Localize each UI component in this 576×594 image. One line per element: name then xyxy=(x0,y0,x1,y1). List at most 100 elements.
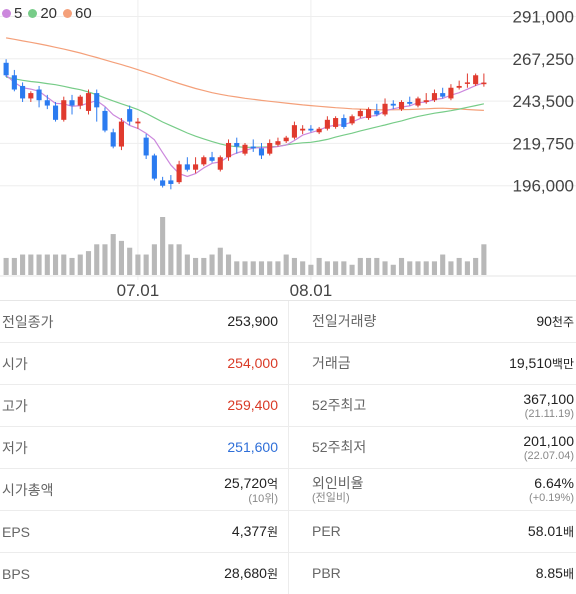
stat-label: PBR xyxy=(288,552,452,594)
stat-label-text: 52주최저 xyxy=(312,439,367,455)
stat-value: 25,720억 (10위) xyxy=(142,468,289,511)
volume-bar xyxy=(366,257,372,275)
candle-body xyxy=(225,142,232,158)
stat-label: BPS xyxy=(0,552,142,594)
y-tick-label: 243,500 xyxy=(513,92,574,111)
candle-body xyxy=(143,137,149,156)
volume-bar xyxy=(283,254,289,275)
candle-body xyxy=(61,100,67,120)
stat-label: 저가 xyxy=(0,426,142,469)
stat-number: 251,600 xyxy=(227,439,278,455)
volume-bar xyxy=(316,257,322,275)
stat-label: 시가 xyxy=(0,342,142,385)
volume-bar xyxy=(184,254,190,275)
candle-body xyxy=(431,93,438,101)
volume-bar xyxy=(85,251,92,275)
legend-dot-ma60 xyxy=(63,9,73,18)
volume-bar xyxy=(357,257,363,275)
volume-bar xyxy=(481,244,487,275)
legend-label-ma60: 60 xyxy=(75,5,92,22)
legend-label-ma20: 20 xyxy=(40,5,58,22)
volume-bar xyxy=(250,261,256,275)
volume-bar xyxy=(415,261,421,275)
candle-body xyxy=(398,102,405,110)
stat-label-text: PER xyxy=(312,523,341,539)
volume-bar xyxy=(374,257,380,275)
stats-row: EPS 4,377원 PER 58.01배 xyxy=(0,510,576,553)
stat-label: 거래금 xyxy=(288,342,452,385)
volume-bar xyxy=(300,261,306,275)
x-tick-label: 08.01 xyxy=(290,281,333,300)
stat-number: 367,100 xyxy=(523,391,574,407)
candle-body xyxy=(440,93,446,97)
candle-body xyxy=(382,103,388,115)
legend-dot-ma5 xyxy=(2,9,11,18)
stat-value: 367,100 (21.11.19) xyxy=(452,384,576,427)
ma5-line xyxy=(5,74,485,178)
volume-bar xyxy=(431,261,438,275)
stat-number: 28,680 xyxy=(224,564,267,581)
stat-number: 8.85 xyxy=(535,564,563,581)
volume-bar xyxy=(217,247,223,275)
stat-label-text: 거래금 xyxy=(312,355,351,371)
candle-body xyxy=(341,118,347,127)
volume-bar xyxy=(267,261,273,275)
volume-bar xyxy=(135,254,141,275)
volume-bar xyxy=(258,261,265,275)
volume-bar xyxy=(333,261,339,275)
volume-bar xyxy=(423,261,429,275)
stat-value: 259,400 xyxy=(142,384,289,427)
volume-bar xyxy=(102,244,108,275)
candle-body xyxy=(234,142,240,147)
stock-chart[interactable]: 291,000 267,250 243,500 219,750 196,000 07.01… xyxy=(0,0,576,300)
candle-body xyxy=(94,93,100,108)
volume-bar xyxy=(3,257,9,275)
stats-row: 고가 259,400 52주최고 367,100 (21.11.19) xyxy=(0,384,576,427)
volume-bar xyxy=(127,247,133,275)
candle-body xyxy=(69,100,75,106)
volume-bar xyxy=(201,257,207,275)
volume-bar xyxy=(11,257,17,275)
volume-bar xyxy=(234,261,240,275)
volume-bar xyxy=(390,264,396,275)
volume-bar xyxy=(168,244,174,275)
stat-value: 251,600 xyxy=(142,426,289,469)
volume-bar xyxy=(456,257,462,275)
stat-value: 90천주 xyxy=(452,300,576,343)
volume-bar xyxy=(151,244,157,275)
candle-body xyxy=(168,180,174,184)
volume-bar xyxy=(176,244,182,275)
legend-item-ma20: 20 xyxy=(28,5,57,22)
candle-body xyxy=(44,100,50,106)
stat-label: 52주최저 xyxy=(288,426,452,469)
stat-value: 253,900 xyxy=(142,300,289,343)
volume-bar xyxy=(160,217,166,275)
chart-canvas[interactable]: 291,000 267,250 243,500 219,750 196,000 07.01… xyxy=(0,0,576,300)
stat-label-text: 외인비율 xyxy=(312,475,364,491)
candle-body xyxy=(300,128,306,131)
stat-subvalue: (+0.19%) xyxy=(529,492,574,504)
stat-subvalue: (22.07.04) xyxy=(523,450,574,462)
stat-unit: 원 xyxy=(266,566,278,581)
volume-bar xyxy=(209,254,215,275)
volume-bar xyxy=(143,254,149,275)
stat-label-text: 전일거래량 xyxy=(312,313,377,329)
candle-body xyxy=(258,148,265,156)
candle-body xyxy=(415,98,421,106)
candle-body xyxy=(481,82,487,85)
stat-unit: 배 xyxy=(562,524,574,539)
stat-label: 고가 xyxy=(0,384,142,427)
candle-body xyxy=(217,157,223,170)
stat-number: 253,900 xyxy=(227,313,278,329)
candle-body xyxy=(11,75,17,90)
candle-body xyxy=(316,128,322,133)
candle-body xyxy=(52,105,59,120)
volume-bar xyxy=(20,254,26,275)
stat-number: 4,377 xyxy=(231,522,267,539)
stat-unit: 백만 xyxy=(551,356,574,371)
volume-bar xyxy=(440,254,446,275)
candle-body xyxy=(184,164,190,170)
candle-body xyxy=(77,96,83,106)
candle-body xyxy=(448,87,454,99)
stat-label-text: PBR xyxy=(312,565,341,581)
